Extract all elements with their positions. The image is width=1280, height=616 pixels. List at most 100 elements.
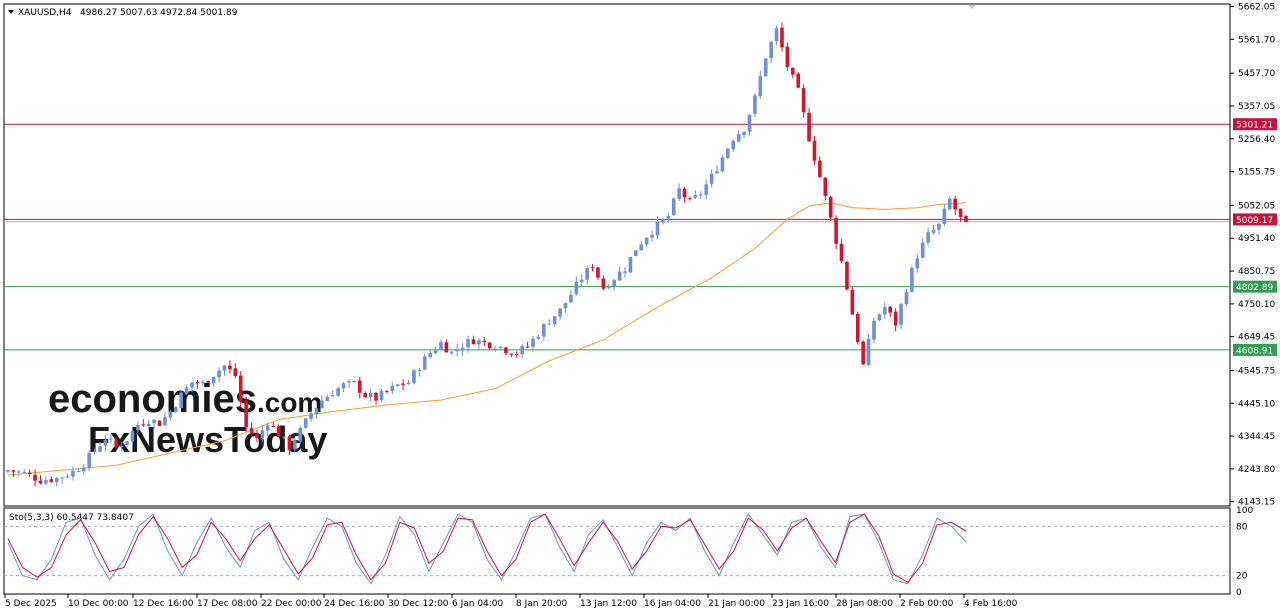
y-tick-label: 5357.05	[1238, 102, 1275, 112]
moving-average	[7, 202, 967, 476]
x-tick-label: 4 Feb 16:00	[964, 599, 1018, 609]
candle-body	[715, 171, 719, 174]
candle-body	[477, 340, 481, 345]
y-tick-label: 5256.40	[1238, 135, 1275, 145]
collapse-triangle-icon[interactable]	[8, 10, 14, 14]
y-tick-label: 4545.75	[1238, 366, 1275, 376]
candle-body	[634, 250, 638, 256]
price-level-tag	[1233, 280, 1277, 293]
candle-body	[265, 425, 270, 431]
candle-body	[460, 347, 465, 351]
candle-body	[130, 431, 135, 442]
candle-body	[791, 67, 795, 75]
candle-body	[758, 76, 763, 97]
candle-body	[547, 323, 552, 325]
candle-body	[374, 392, 378, 401]
stochastic-level-label: 80	[1236, 522, 1248, 532]
candle-body	[504, 347, 508, 354]
candle-body	[736, 134, 741, 142]
y-tick-label: 4143.15	[1238, 498, 1275, 508]
candle-body	[796, 73, 801, 88]
candle-body	[769, 41, 773, 59]
candle-body	[282, 436, 286, 438]
main-pane	[3, 3, 1231, 507]
candle-body	[271, 426, 276, 428]
candle-body	[179, 392, 183, 409]
stochastic-signal-line	[7, 513, 967, 583]
candle-body	[298, 428, 303, 442]
candle-body	[103, 439, 108, 446]
candle-body	[184, 387, 189, 394]
candle-body	[54, 477, 59, 483]
x-tick-label: 28 Jan 08:00	[836, 599, 893, 609]
candle-body	[141, 424, 146, 426]
candle-body	[828, 196, 833, 218]
candle-body	[450, 351, 454, 354]
candle-body	[883, 307, 887, 315]
x-tick-label: 2 Feb 00:00	[900, 599, 954, 609]
candle-body	[109, 438, 113, 440]
candle-body	[201, 381, 205, 384]
candle-body	[542, 324, 546, 337]
candle-body	[612, 280, 616, 287]
x-tick-label: 13 Jan 12:00	[580, 599, 637, 609]
candle-body	[363, 393, 368, 398]
x-tick-label: 6 Jan 04:00	[452, 599, 504, 609]
candle-body	[309, 413, 313, 419]
candle-body	[569, 294, 573, 303]
x-tick-label: 24 Dec 16:00	[324, 599, 385, 609]
candle-body	[579, 279, 584, 282]
ohlc-values: 4986.27 5007.63 4972.84 5001.89	[80, 8, 238, 18]
candle-body	[244, 400, 248, 428]
x-tick-label: 8 Jan 20:00	[516, 599, 568, 609]
candle-body	[417, 369, 422, 371]
candle-body	[190, 382, 194, 388]
candle-body	[233, 368, 238, 376]
candle-body	[293, 440, 297, 450]
candle-body	[531, 338, 535, 347]
stochastic-level-label: 0	[1236, 588, 1242, 598]
candle-body	[276, 426, 281, 438]
x-tick-label: 16 Jan 04:00	[644, 599, 701, 609]
y-tick-label: 5052.05	[1238, 201, 1275, 211]
candle-body	[260, 430, 265, 438]
candle-body	[731, 140, 736, 150]
y-tick-label: 4649.45	[1238, 333, 1275, 343]
time-axis: 5 Dec 2025 10 Dec 00:00 12 Dec 16:00 17 Dec…	[4, 594, 1018, 609]
candle-body	[942, 208, 947, 224]
candle-body	[688, 198, 692, 200]
candle-body	[444, 342, 449, 353]
candle-body	[590, 267, 595, 269]
x-tick-label: 17 Dec 08:00	[197, 599, 258, 609]
candle-body	[33, 474, 37, 481]
y-tick-label: 4750.10	[1238, 300, 1275, 310]
candle-body	[222, 365, 227, 371]
candle-body	[726, 148, 730, 158]
candle-body	[422, 356, 427, 370]
candle-body	[211, 376, 216, 384]
candle-body	[325, 396, 330, 401]
candle-body	[720, 157, 725, 172]
candle-body	[217, 370, 221, 378]
y-tick-label: 4243.80	[1238, 465, 1275, 475]
candle-body	[471, 339, 476, 345]
candle-body	[81, 467, 86, 472]
candle-body	[87, 452, 91, 469]
y-tick-label: 5561.70	[1238, 35, 1275, 45]
candle-body	[893, 311, 898, 326]
candle-body	[552, 316, 557, 325]
candle-body	[27, 472, 32, 475]
candle-body	[455, 349, 460, 352]
candle-body	[238, 375, 243, 402]
candle-body	[520, 345, 524, 355]
symbol-label: XAUUSD,H4	[18, 8, 72, 18]
candle-body	[119, 445, 124, 448]
candle-body	[666, 215, 671, 219]
candle-body	[953, 198, 957, 210]
x-tick-label: 10 Dec 00:00	[68, 599, 129, 609]
candle-body	[152, 419, 156, 424]
stochastic-level-label: 20	[1236, 572, 1248, 582]
candle-body	[509, 353, 514, 355]
